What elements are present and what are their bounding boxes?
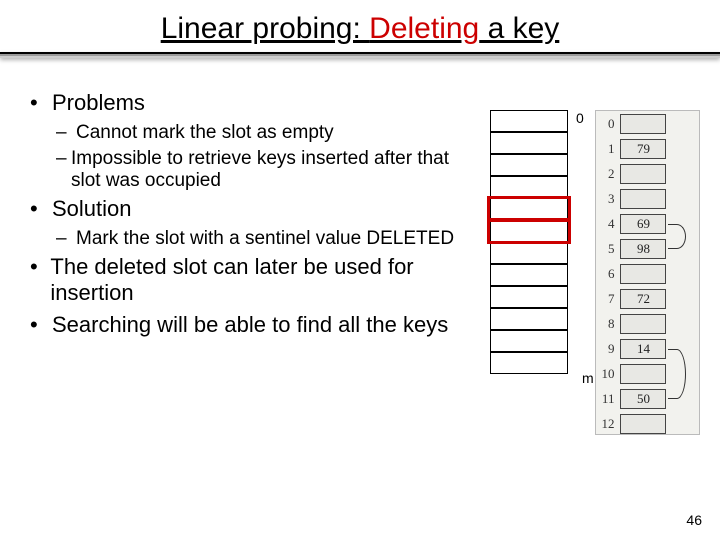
label-zero: 0 (576, 110, 584, 126)
hash-index: 1 (596, 141, 620, 157)
table-cell (490, 330, 568, 352)
bullet-level1: •Solution (30, 196, 470, 222)
bullet-marker: – (56, 228, 76, 250)
hash-value: 14 (620, 339, 666, 359)
bullet-marker: – (56, 122, 76, 144)
hash-row: 179 (596, 136, 699, 161)
table-cell (490, 286, 568, 308)
hash-value (620, 414, 666, 434)
hash-value (620, 189, 666, 209)
hash-index: 12 (596, 416, 620, 432)
bullet-level2: –Mark the slot with a sentinel value DEL… (56, 228, 470, 250)
hash-value (620, 164, 666, 184)
table-cell (490, 264, 568, 286)
table-cell (490, 110, 568, 132)
bullet-text: Solution (52, 196, 132, 222)
table-cell (490, 352, 568, 374)
label-m: m (582, 370, 594, 386)
right-hash-table-image: 0179234695986772891410115012 (595, 110, 700, 435)
bullet-text: Cannot mark the slot as empty (76, 122, 334, 144)
hash-value: 50 (620, 389, 666, 409)
slide-title: Linear probing: Deleting a key (0, 0, 720, 46)
hash-value: 79 (620, 139, 666, 159)
hash-index: 8 (596, 316, 620, 332)
highlight-box (487, 218, 571, 244)
table-cell (490, 154, 568, 176)
table-cell (490, 242, 568, 264)
bullet-text: Problems (52, 90, 145, 116)
hash-row: 3 (596, 186, 699, 211)
hash-row: 12 (596, 411, 699, 436)
title-rule (0, 52, 720, 58)
bullet-marker: • (30, 254, 50, 306)
table-cell (490, 176, 568, 198)
hash-row: 8 (596, 311, 699, 336)
hash-value: 72 (620, 289, 666, 309)
hash-value (620, 114, 666, 134)
hash-index: 2 (596, 166, 620, 182)
hash-index: 0 (596, 116, 620, 132)
bullet-marker: • (30, 196, 52, 222)
hash-row: 2 (596, 161, 699, 186)
bullet-marker: – (56, 148, 71, 192)
probe-arc (668, 224, 686, 249)
diagram: 0 m 0179234695986772891410115012 (490, 110, 700, 450)
hash-index: 3 (596, 191, 620, 207)
bullet-marker: • (30, 312, 52, 338)
hash-index: 4 (596, 216, 620, 232)
bullet-text: Impossible to retrieve keys inserted aft… (71, 148, 470, 192)
bullet-level2: –Cannot mark the slot as empty (56, 122, 470, 144)
title-accent: Deleting (369, 12, 479, 45)
hash-index: 9 (596, 341, 620, 357)
table-cell (490, 308, 568, 330)
hash-value (620, 364, 666, 384)
hash-row: 772 (596, 286, 699, 311)
hash-index: 10 (596, 366, 620, 382)
left-hash-table: 0 m (490, 110, 575, 450)
page-number: 46 (686, 512, 702, 528)
bullet-text: Searching will be able to find all the k… (52, 312, 448, 338)
hash-value: 69 (620, 214, 666, 234)
hash-index: 7 (596, 291, 620, 307)
hash-index: 6 (596, 266, 620, 282)
hash-index: 5 (596, 241, 620, 257)
bullet-level1: •The deleted slot can later be used for … (30, 254, 470, 306)
bullet-level1: •Problems (30, 90, 470, 116)
bullet-text: Mark the slot with a sentinel value DELE… (76, 228, 454, 250)
bullet-marker: • (30, 90, 52, 116)
hash-index: 11 (596, 391, 620, 407)
hash-value (620, 314, 666, 334)
hash-value (620, 264, 666, 284)
bullet-level2: –Impossible to retrieve keys inserted af… (56, 148, 470, 192)
title-part3: a key (479, 12, 559, 45)
hash-row: 6 (596, 261, 699, 286)
bullet-level1: •Searching will be able to find all the … (30, 312, 470, 338)
hash-row: 0 (596, 111, 699, 136)
bullet-text: The deleted slot can later be used for i… (50, 254, 470, 306)
title-part1: Linear probing: (161, 12, 369, 45)
table-cell (490, 132, 568, 154)
hash-value: 98 (620, 239, 666, 259)
bullet-content: •Problems–Cannot mark the slot as empty–… (30, 90, 470, 344)
